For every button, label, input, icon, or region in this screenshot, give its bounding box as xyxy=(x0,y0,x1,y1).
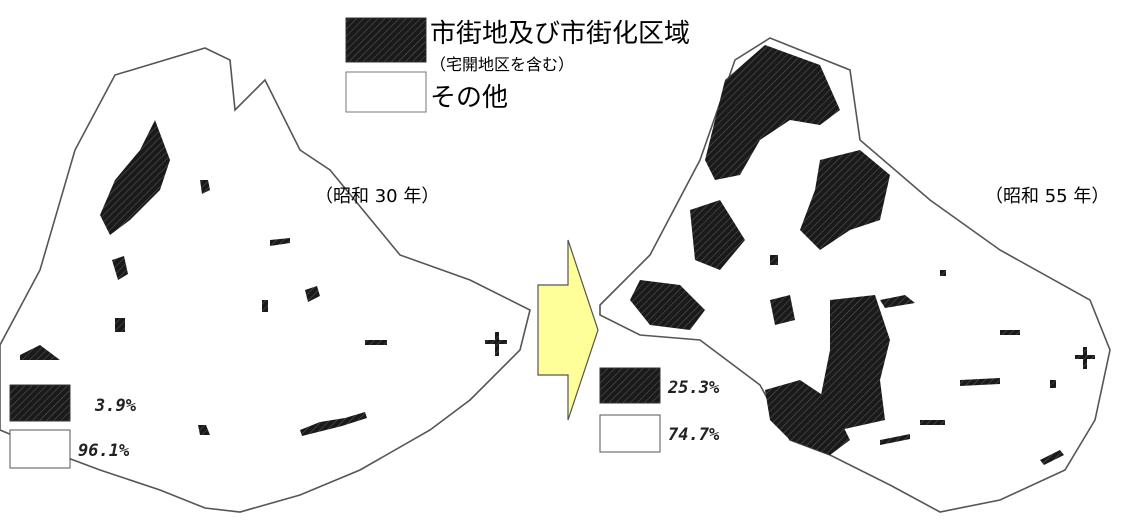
legend-other-swatch xyxy=(9,429,71,469)
legend-urban-swatch xyxy=(345,17,427,63)
urban-share: 25.3% xyxy=(667,378,720,398)
legend-other-label: その他 xyxy=(430,83,508,113)
other-share: 74.7% xyxy=(668,425,720,445)
legend-urban-label: 市街地及び市街化区域 xyxy=(430,19,690,49)
legend-other-swatch xyxy=(345,71,427,113)
year-label: （昭和 55 年） xyxy=(985,186,1109,207)
urban-share: 3.9% xyxy=(94,396,137,416)
map-1980 xyxy=(599,37,1111,513)
arrow xyxy=(537,239,599,421)
legend-urban-swatch xyxy=(9,384,71,422)
legend-urban-swatch xyxy=(599,367,661,404)
legend-other-swatch xyxy=(599,414,661,453)
other-share: 96.1% xyxy=(78,441,130,461)
year-label: （昭和 30 年） xyxy=(315,186,439,207)
legend-urban-note: （宅開地区を含む） xyxy=(430,55,574,74)
map-1955 xyxy=(0,47,531,513)
